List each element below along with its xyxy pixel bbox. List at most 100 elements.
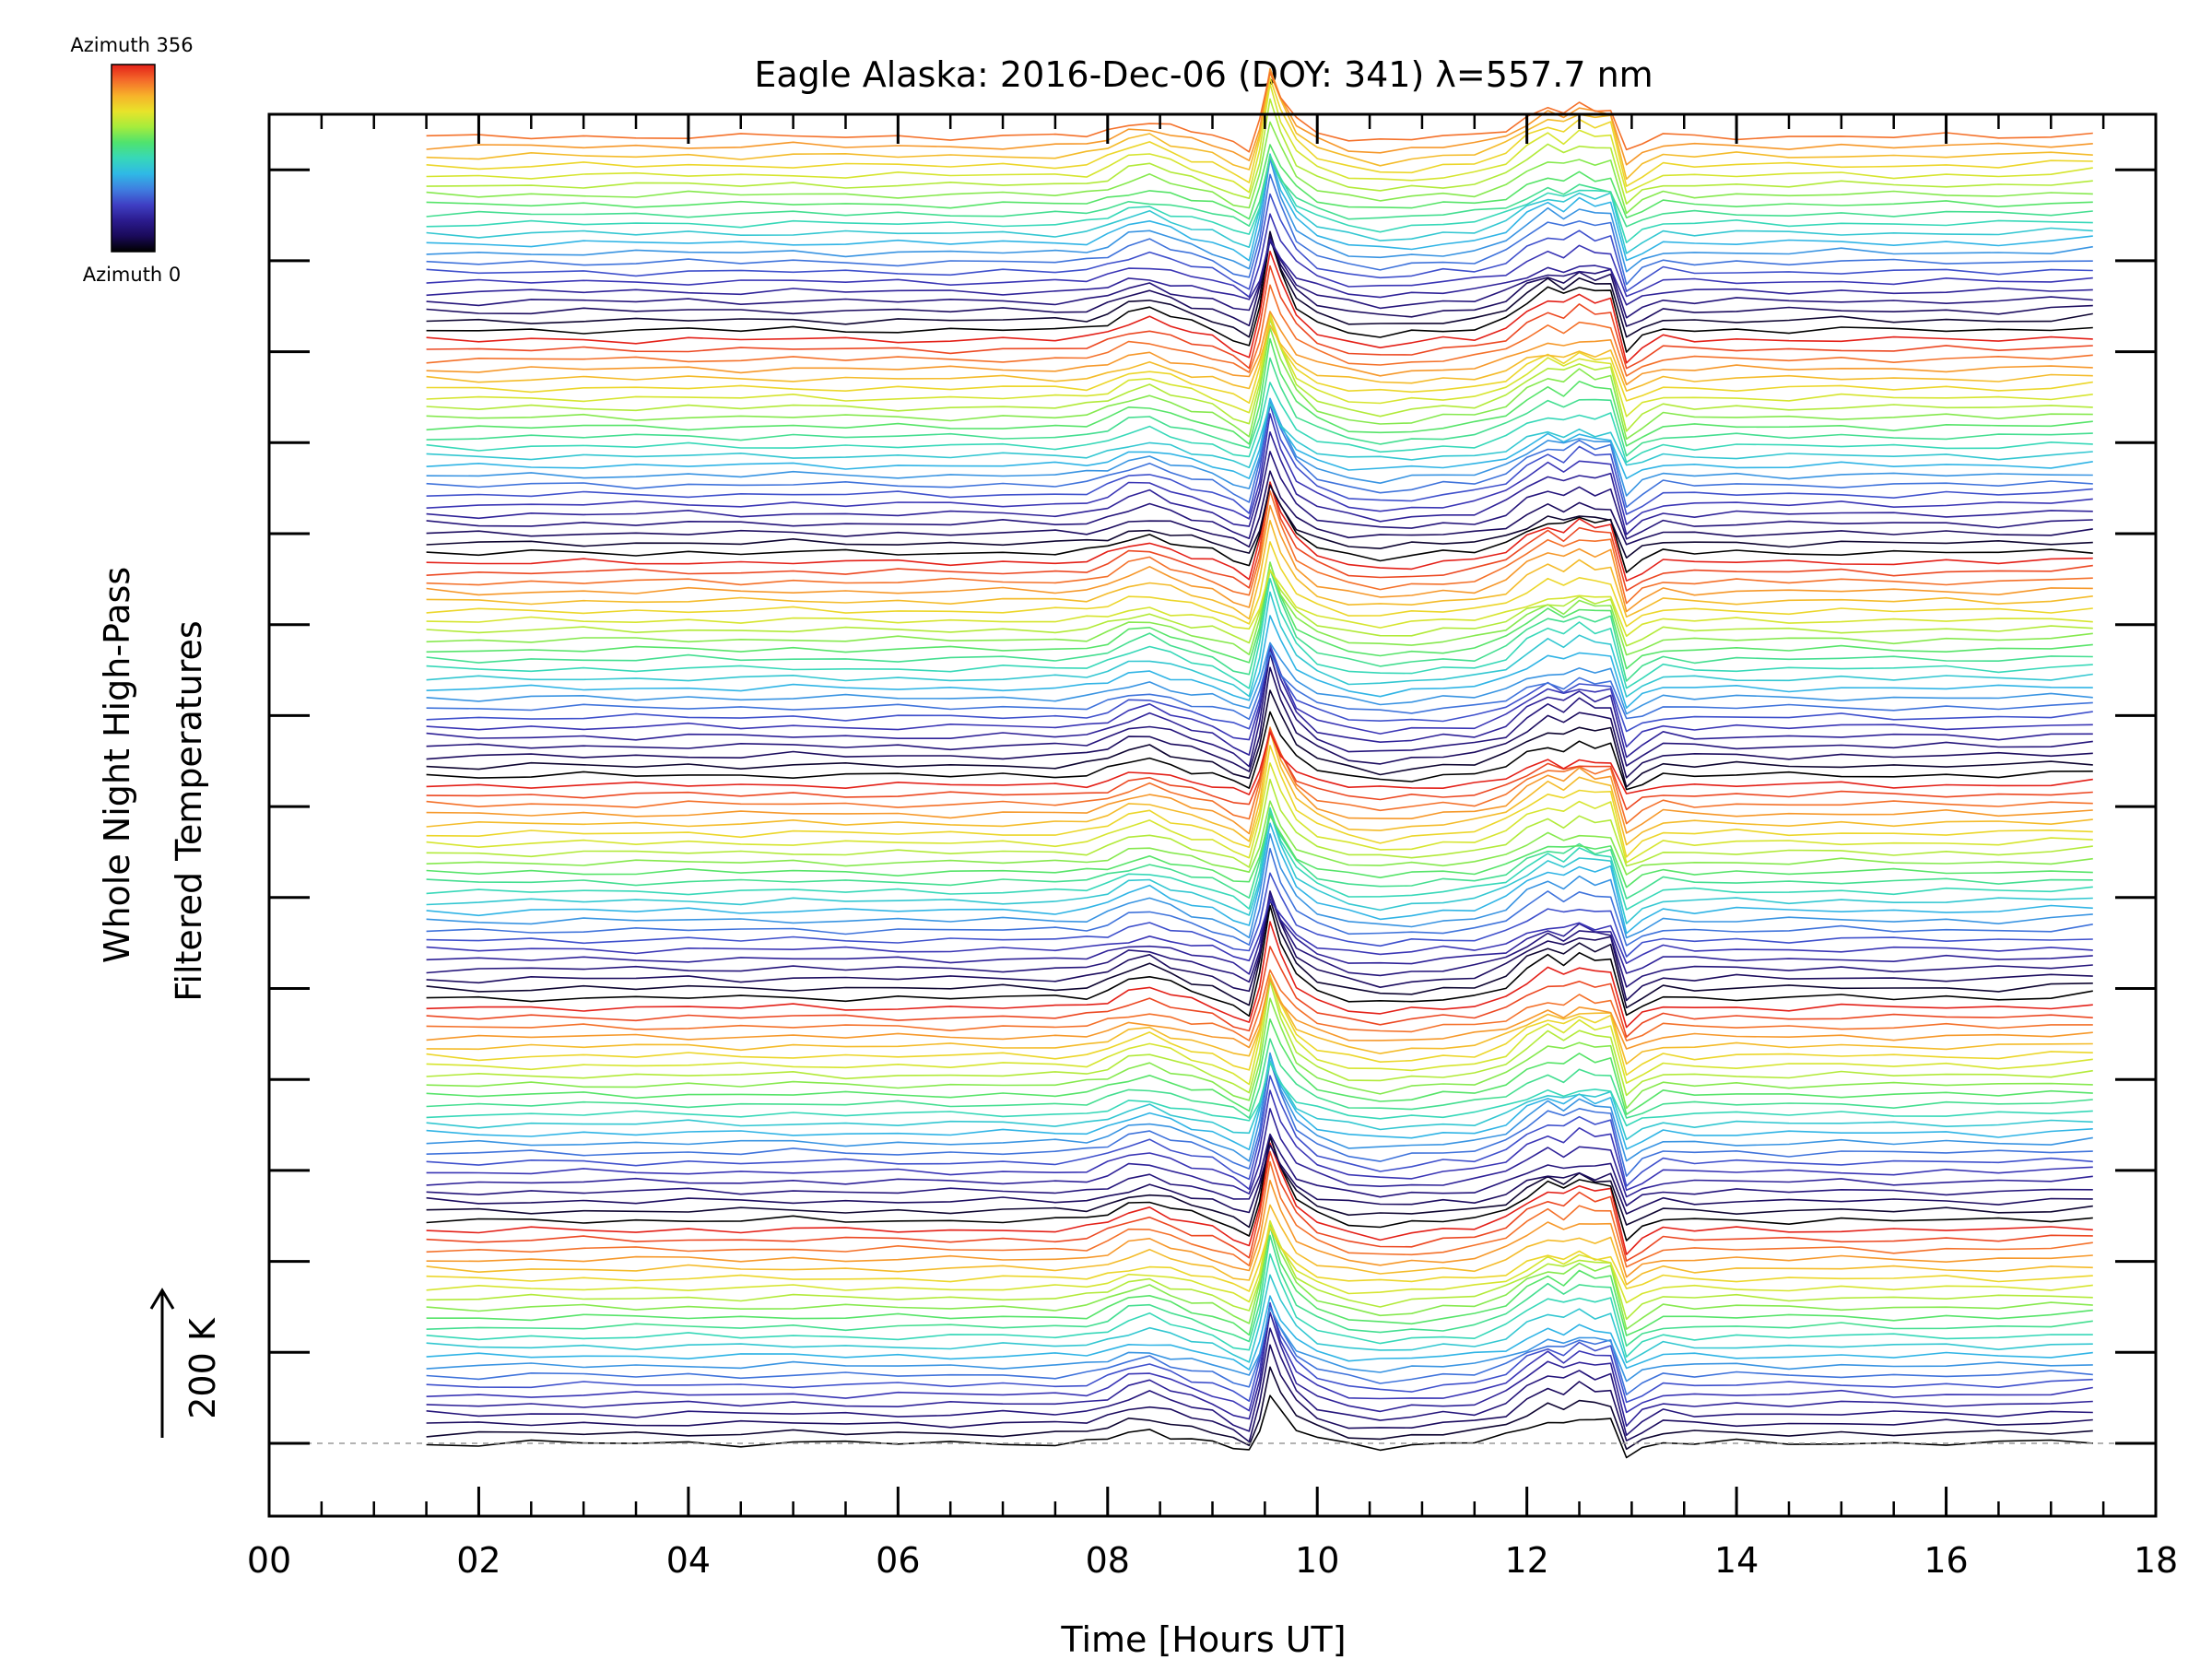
series-line-7 bbox=[426, 1306, 2093, 1395]
series-line-100 bbox=[426, 397, 2093, 497]
x-tick-label: 04 bbox=[666, 1540, 711, 1581]
series-line-133 bbox=[426, 72, 2093, 181]
series-line-125 bbox=[426, 154, 2093, 254]
series-line-12 bbox=[426, 1234, 2093, 1347]
series-line-5 bbox=[426, 1301, 2093, 1414]
series-line-76 bbox=[426, 651, 2093, 721]
series-line-65 bbox=[426, 726, 2093, 835]
chart-title: Eagle Alaska: 2016-Dec-06 (DOY: 341) λ=5… bbox=[754, 54, 1653, 95]
series-line-20 bbox=[426, 1160, 2093, 1268]
series-line-15 bbox=[426, 1220, 2093, 1321]
series-line-123 bbox=[426, 158, 2093, 273]
series-line-24 bbox=[426, 1135, 2093, 1229]
series-line-134 bbox=[426, 67, 2093, 166]
series-line-4 bbox=[426, 1312, 2093, 1427]
series-line-31 bbox=[426, 1052, 2093, 1162]
series-line-135 bbox=[426, 71, 2093, 153]
series-line-57 bbox=[426, 806, 2093, 911]
series-line-16 bbox=[426, 1219, 2093, 1304]
series-line-88 bbox=[426, 504, 2093, 613]
series-line-60 bbox=[426, 800, 2093, 876]
colorbar-top-label: Azimuth 356 bbox=[70, 34, 193, 56]
series-line-47 bbox=[426, 898, 2093, 1009]
x-tick-label: 18 bbox=[2134, 1540, 2178, 1581]
series-line-96 bbox=[426, 431, 2093, 535]
x-tick-label: 14 bbox=[1714, 1540, 1759, 1581]
series-line-19 bbox=[426, 1180, 2093, 1278]
series-line-64 bbox=[426, 730, 2093, 846]
series-line-85 bbox=[426, 570, 2093, 637]
series-line-42 bbox=[426, 978, 2093, 1050]
series-line-92 bbox=[426, 484, 2093, 573]
series-line-53 bbox=[426, 847, 2093, 947]
series-line-79 bbox=[426, 591, 2093, 698]
series-line-95 bbox=[426, 451, 2093, 540]
series-line-118 bbox=[426, 241, 2093, 319]
series-line-38 bbox=[426, 980, 2093, 1097]
axes bbox=[267, 112, 2158, 1518]
series-line-21 bbox=[426, 1150, 2093, 1262]
x-tick-label: 02 bbox=[456, 1540, 500, 1581]
colorbar: Azimuth 356 Azimuth 0 bbox=[70, 34, 193, 286]
series-line-132 bbox=[426, 76, 2093, 187]
x-tick-label: 10 bbox=[1295, 1540, 1339, 1581]
series-line-62 bbox=[426, 762, 2093, 864]
series-line-108 bbox=[426, 312, 2093, 418]
series-line-106 bbox=[426, 327, 2093, 441]
series-line-73 bbox=[426, 647, 2093, 759]
series-line-40 bbox=[426, 975, 2093, 1077]
series-lines bbox=[426, 67, 2093, 1459]
series-line-35 bbox=[426, 1038, 2093, 1119]
series-line-45 bbox=[426, 921, 2093, 1029]
series-line-114 bbox=[426, 251, 2093, 364]
series-line-41 bbox=[426, 975, 2093, 1065]
series-line-130 bbox=[426, 98, 2093, 205]
series-line-44 bbox=[426, 946, 2093, 1038]
y-axis-label-line2: Filtered Temperatures bbox=[169, 620, 209, 1001]
series-line-119 bbox=[426, 238, 2093, 306]
x-axis-label: Time [Hours UT] bbox=[1060, 1619, 1346, 1659]
series-line-25 bbox=[426, 1144, 2093, 1215]
series-line-69 bbox=[426, 711, 2093, 791]
x-tick-label: 16 bbox=[1924, 1540, 1968, 1581]
series-line-131 bbox=[426, 83, 2093, 194]
series-line-72 bbox=[426, 653, 2093, 768]
scale-arrowhead-icon bbox=[149, 1288, 175, 1310]
series-line-87 bbox=[426, 520, 2093, 620]
series-line-10 bbox=[426, 1274, 2093, 1364]
series-line-8 bbox=[426, 1307, 2093, 1382]
series-line-55 bbox=[426, 822, 2093, 935]
series-line-81 bbox=[426, 569, 2093, 682]
series-line-109 bbox=[426, 315, 2093, 404]
series-line-129 bbox=[426, 121, 2093, 215]
series-line-51 bbox=[426, 900, 2093, 964]
series-line-74 bbox=[426, 643, 2093, 748]
y-axis-label: Whole Night High-Pass Filtered Temperatu… bbox=[97, 567, 209, 1002]
series-line-3 bbox=[426, 1327, 2093, 1436]
series-line-77 bbox=[426, 641, 2093, 715]
series-line-112 bbox=[426, 284, 2093, 377]
series-line-80 bbox=[426, 578, 2093, 689]
series-line-71 bbox=[426, 666, 2093, 779]
series-line-98 bbox=[426, 404, 2093, 515]
colorbar-gradient bbox=[111, 64, 156, 253]
series-line-36 bbox=[426, 1018, 2093, 1115]
series-line-82 bbox=[426, 561, 2093, 670]
series-line-50 bbox=[426, 894, 2093, 975]
x-tick-label: 06 bbox=[876, 1540, 920, 1581]
series-line-33 bbox=[426, 1060, 2093, 1141]
series-line-113 bbox=[426, 265, 2093, 370]
series-line-18 bbox=[426, 1204, 2093, 1286]
series-line-93 bbox=[426, 484, 2093, 559]
series-line-61 bbox=[426, 778, 2093, 868]
series-line-86 bbox=[426, 541, 2093, 628]
series-line-46 bbox=[426, 904, 2093, 1018]
x-tick-label: 00 bbox=[247, 1540, 291, 1581]
series-line-22 bbox=[426, 1142, 2093, 1255]
series-line-67 bbox=[426, 728, 2093, 811]
y-axis-label-line1: Whole Night High-Pass bbox=[97, 567, 137, 963]
series-line-30 bbox=[426, 1060, 2093, 1177]
series-line-17 bbox=[426, 1226, 2093, 1292]
series-line-104 bbox=[426, 357, 2093, 457]
